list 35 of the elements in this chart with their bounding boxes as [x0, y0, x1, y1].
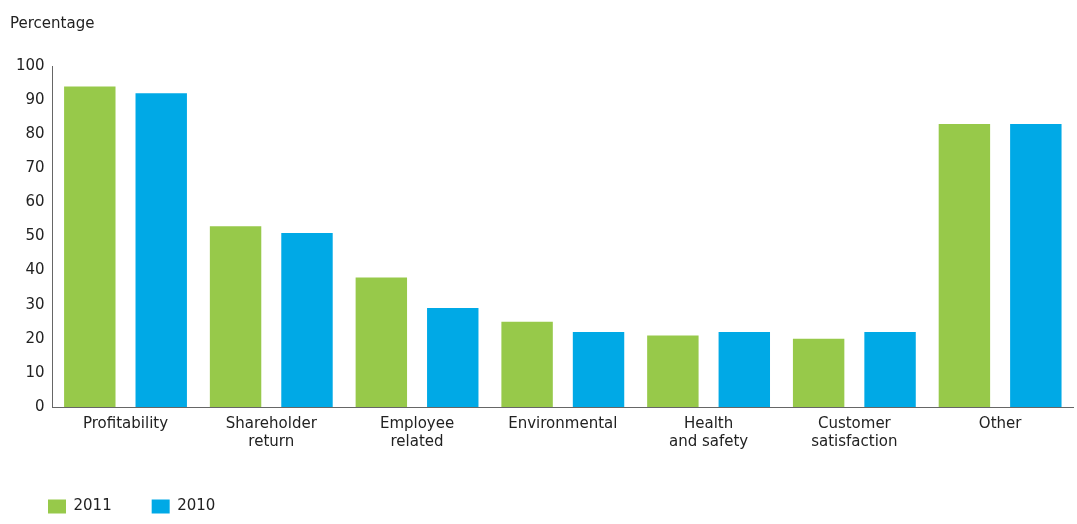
- legend-label: 2011: [73, 496, 112, 515]
- bar: [938, 123, 991, 407]
- x-tick-label: Customer satisfaction: [811, 413, 898, 450]
- bar: [864, 331, 916, 407]
- bar: [792, 338, 845, 407]
- y-tick-label: 0: [35, 396, 45, 415]
- x-tick-label: Profitability: [82, 413, 169, 432]
- bar: [135, 93, 187, 407]
- bar: [572, 331, 625, 407]
- y-tick-label: 90: [25, 89, 45, 108]
- x-tick-label: Employee related: [379, 413, 455, 450]
- bar: [1010, 123, 1062, 407]
- bar: [427, 308, 479, 407]
- y-tick-label: 100: [15, 55, 45, 74]
- bar: [281, 233, 333, 407]
- bar: [209, 226, 262, 407]
- x-tick-label: Health and safety: [668, 413, 749, 450]
- x-tick-label: Other: [978, 413, 1023, 432]
- bar: [355, 277, 408, 407]
- y-tick-label: 40: [25, 260, 45, 279]
- y-axis-title: Percentage: [10, 14, 95, 32]
- y-tick-label: 80: [25, 124, 45, 143]
- y-tick-label: 50: [25, 226, 45, 245]
- y-tick-label: 20: [25, 328, 45, 347]
- bar: [718, 331, 771, 407]
- x-tick-label: Shareholder return: [225, 413, 318, 450]
- y-tick-label: 60: [25, 192, 45, 211]
- bar: [647, 335, 699, 407]
- y-tick-label: 70: [25, 158, 45, 177]
- bar: [501, 321, 553, 407]
- y-tick-label: 10: [25, 362, 45, 381]
- y-tick-label: 30: [25, 294, 45, 313]
- bar: [64, 86, 116, 407]
- legend-label: 2010: [177, 496, 216, 515]
- x-tick-label: Environmental: [508, 413, 618, 432]
